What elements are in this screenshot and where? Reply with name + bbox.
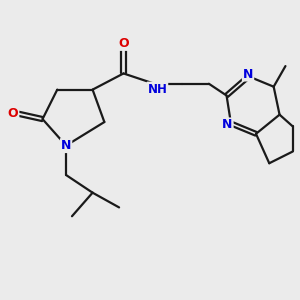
Text: O: O [8,107,18,120]
Text: N: N [61,139,71,152]
Text: N: N [222,118,233,131]
Text: O: O [118,37,129,50]
Text: N: N [243,68,253,80]
Text: NH: NH [147,82,167,95]
